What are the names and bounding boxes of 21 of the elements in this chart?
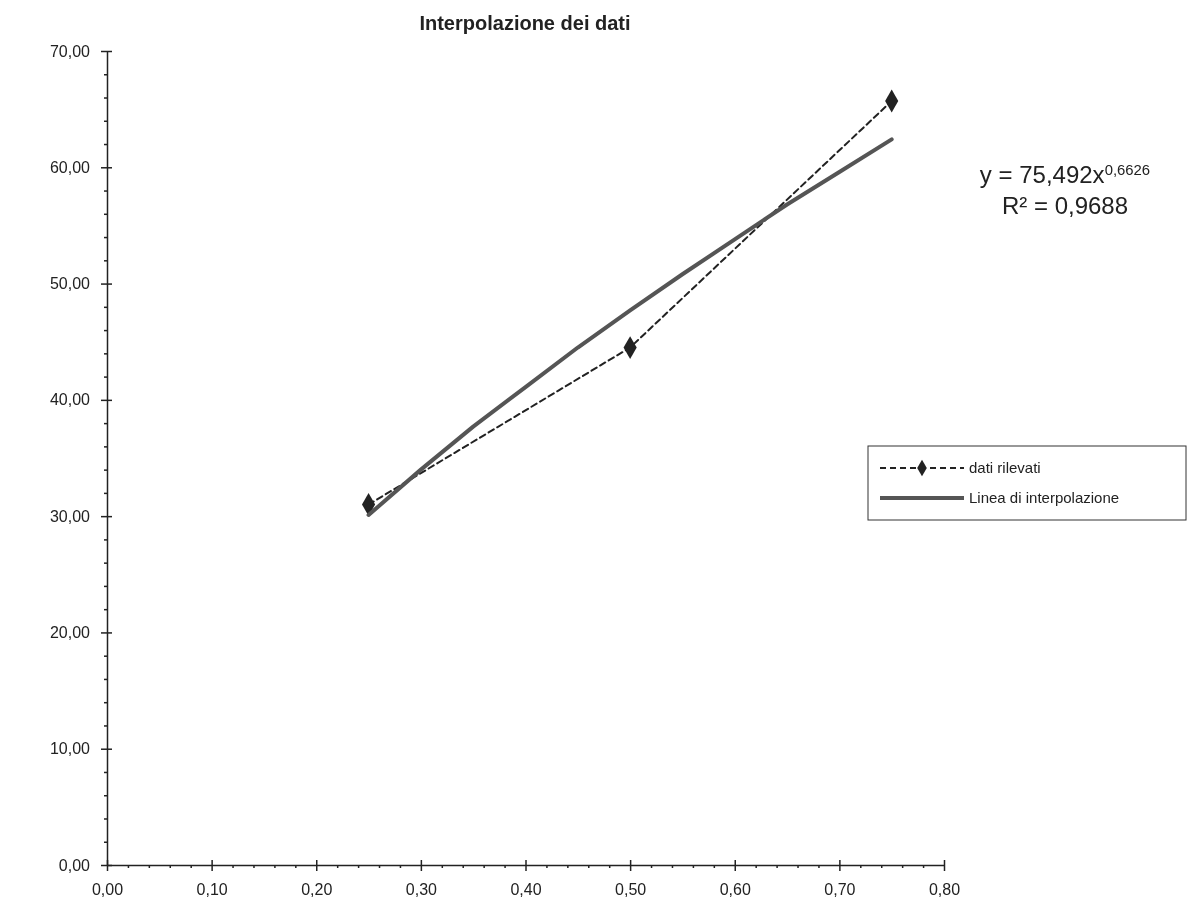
text: y = 75,492x$^{0,6626}$	[979, 161, 1151, 188]
x-tick-label: 0,00	[91, 881, 124, 899]
x-tick-label: 0,60	[719, 881, 751, 899]
legend: dati rilevati Linea di interpolazione	[867, 445, 1187, 521]
y-tick-label: 50,00	[49, 275, 91, 293]
x-tick-label: 0,20	[301, 881, 333, 899]
y-tick-label: 20,00	[49, 624, 91, 642]
x-tick-label: 0,10	[196, 881, 228, 899]
text: R² = 0,9688	[1001, 192, 1129, 219]
chart-title: Interpolazione dei dati	[419, 12, 631, 34]
y-tick-label: 60,00	[49, 158, 91, 176]
y-tick-label: 10,00	[49, 740, 91, 758]
x-tick-label: 0,30	[405, 881, 438, 899]
y-tick-label: 0,00	[58, 856, 91, 874]
y-tick-label: 30,00	[49, 507, 91, 525]
y-tick-label: 70,00	[49, 42, 91, 60]
x-tick-label: 0,50	[615, 881, 647, 899]
x-tick-label: 0,40	[510, 881, 542, 899]
x-tick-label: 0,70	[824, 881, 856, 899]
x-tick-label: 0,80	[928, 881, 961, 899]
y-tick-label: 40,00	[49, 391, 91, 409]
